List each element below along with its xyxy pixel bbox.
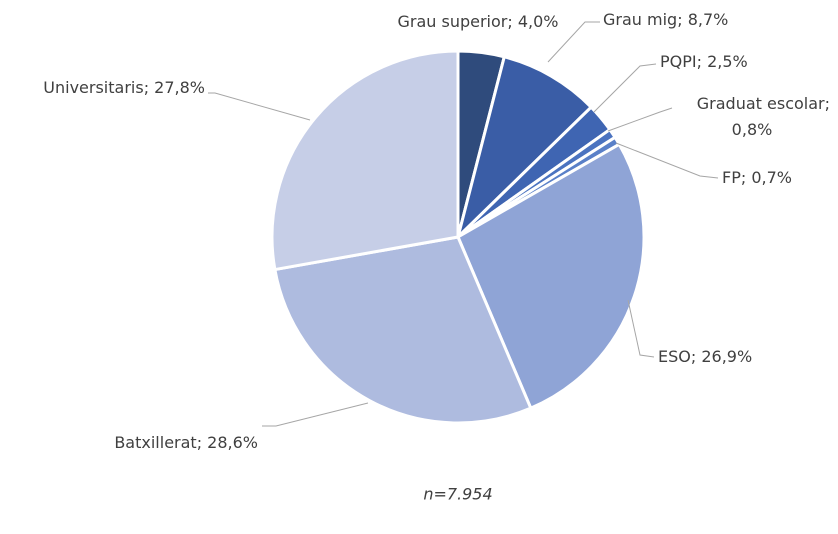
pie-slice xyxy=(456,142,646,411)
value-label: 0,8% xyxy=(732,120,773,139)
value-label: 28,6% xyxy=(207,433,258,452)
label-separator: ; xyxy=(741,168,751,187)
category-label: FP xyxy=(722,168,741,187)
value-label: 8,7% xyxy=(688,10,729,29)
value-label: 26,9% xyxy=(701,347,752,366)
data-label: Grau mig; 8,7% xyxy=(603,10,728,29)
data-label: ESO; 26,9% xyxy=(658,347,752,366)
category-label: Universitaris xyxy=(43,78,143,97)
category-label: Grau mig xyxy=(603,10,677,29)
category-label: Graduat escolar xyxy=(697,94,825,113)
category-label: Batxillerat xyxy=(114,433,196,452)
value-label: 4,0% xyxy=(518,12,559,31)
pie-slice xyxy=(455,55,594,242)
data-label: PQPI; 2,5% xyxy=(660,52,748,71)
category-label: Grau superior xyxy=(397,12,507,31)
category-label: ESO xyxy=(658,347,691,366)
label-separator: ; xyxy=(197,433,207,452)
data-label: Grau superior; 4,0% xyxy=(397,12,558,31)
data-label: 0,8% xyxy=(732,120,773,139)
label-separator: ; xyxy=(697,52,707,71)
pie-slice xyxy=(273,235,533,425)
data-label: FP; 0,7% xyxy=(722,168,792,187)
label-separator: ; xyxy=(825,94,830,113)
leader-line xyxy=(593,63,657,113)
data-label: Graduat escolar; xyxy=(697,94,830,113)
label-separator: ; xyxy=(507,12,517,31)
data-label: Batxillerat; 28,6% xyxy=(114,433,258,452)
value-label: 0,7% xyxy=(751,168,792,187)
label-separator: ; xyxy=(691,347,701,366)
data-label: Universitaris; 27,8% xyxy=(43,78,205,97)
category-label: PQPI xyxy=(660,52,697,71)
label-separator: ; xyxy=(677,10,687,29)
leader-line xyxy=(607,107,673,132)
leader-line xyxy=(208,92,311,121)
pie-slice xyxy=(270,49,460,272)
leader-line xyxy=(262,402,369,427)
leader-line xyxy=(547,21,600,63)
value-label: 27,8% xyxy=(154,78,205,97)
leader-line xyxy=(615,142,719,179)
label-separator: ; xyxy=(144,78,154,97)
value-label: 2,5% xyxy=(707,52,748,71)
leader-line xyxy=(627,299,655,358)
sample-note: n=7.954 xyxy=(423,485,492,504)
